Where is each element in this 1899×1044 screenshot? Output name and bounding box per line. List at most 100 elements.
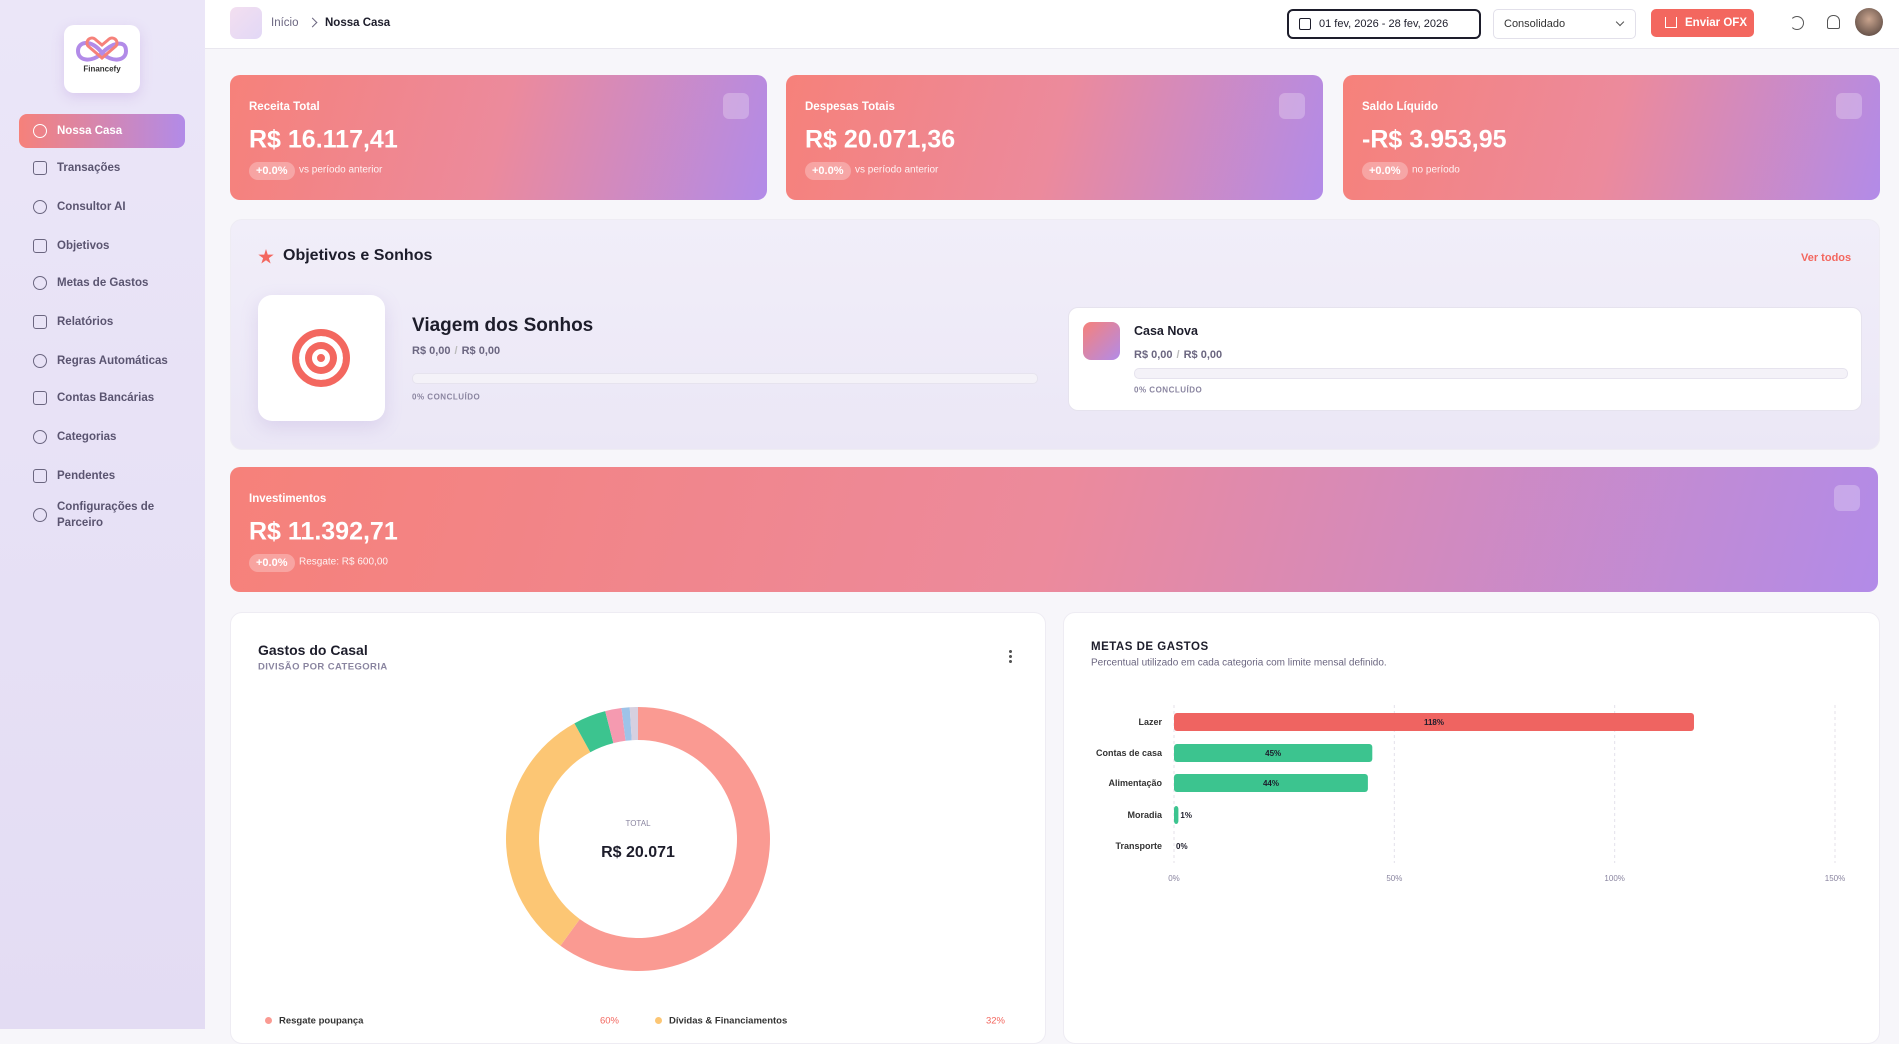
upload-icon	[1665, 17, 1677, 28]
stat-card: Receita Total R$ 16.117,41 +0.0% vs período…	[230, 75, 767, 200]
goal-target: R$ 0,00	[461, 345, 501, 357]
investments-note: Resgate: R$ 600,00	[299, 556, 388, 568]
legend-dot	[655, 1017, 662, 1024]
chart-menu[interactable]	[1009, 649, 1012, 663]
donut-segment	[621, 707, 632, 741]
investments-card: Investimentos R$ 11.392,71 +0.0% Resgate: R…	[230, 467, 1878, 592]
upload-label: Enviar OFX	[1685, 17, 1747, 29]
stat-card: Saldo Líquido -R$ 3.953,95 +0.0% no período	[1343, 75, 1880, 200]
legend-dot	[265, 1017, 272, 1024]
goal-name: Casa Nova	[1134, 324, 1198, 338]
house-icon	[1083, 322, 1120, 360]
nav-icon	[33, 239, 47, 253]
notifications[interactable]	[1827, 15, 1840, 29]
chart-panel: Gastos do Casal DIVISÃO POR CATEGORIA TOTA…	[230, 612, 1046, 1044]
nav-icon	[33, 430, 47, 444]
logo-text: Financefy	[83, 64, 121, 74]
stat-note: vs período anterior	[299, 164, 383, 176]
goal-separator: /	[454, 345, 458, 357]
nav-icon	[33, 469, 47, 483]
nav-item[interactable]: Pendentes	[57, 470, 116, 482]
calendar-icon	[1299, 18, 1311, 30]
stat-change: +0.0%	[805, 162, 851, 180]
y-tick-label: Transporte	[1115, 841, 1162, 851]
donut-segment	[560, 707, 770, 971]
investments-label: Investimentos	[249, 493, 327, 505]
theme-toggle[interactable]	[1790, 16, 1804, 30]
top-bar: Início Nossa Casa 01 fev, 2026 - 28 fev, 2…	[205, 0, 1899, 49]
donut-center-label: TOTAL	[625, 819, 651, 828]
nav-item[interactable]: Relatórios	[57, 316, 114, 328]
investments-change: +0.0%	[249, 554, 295, 572]
sidebar: Financefy Nossa Casa Transações Consultor …	[0, 0, 205, 1029]
bar	[1174, 713, 1694, 731]
date-range: 01 fev, 2026 - 28 fev, 2026	[1319, 18, 1449, 30]
goal-icon	[258, 295, 385, 421]
y-tick-label: Contas de casa	[1096, 748, 1163, 758]
chart-subtitle: DIVISÃO POR CATEGORIA	[258, 661, 388, 673]
goal-card: Casa Nova R$ 0,00/R$ 0,00 0% CONCLUÍDO	[1068, 307, 1862, 411]
y-tick-label: Lazer	[1138, 717, 1162, 727]
stat-change: +0.0%	[249, 162, 295, 180]
breadcrumb-chevron	[307, 17, 318, 28]
donut-chart: TOTAL R$ 20.071	[505, 707, 770, 971]
legend-value: 60%	[599, 1015, 619, 1027]
x-tick-label: 0%	[1168, 874, 1180, 883]
donut-segment	[629, 707, 638, 741]
nav-icon	[33, 391, 47, 405]
bar-value-label: 45%	[1265, 749, 1281, 758]
upload-button[interactable]: Enviar OFX	[1651, 9, 1754, 37]
avatar[interactable]	[1855, 8, 1883, 36]
stat-icon	[723, 93, 749, 119]
investments-icon	[1834, 485, 1860, 511]
goal-amounts: R$ 0,00/R$ 0,00	[1134, 349, 1222, 361]
x-tick-label: 150%	[1825, 874, 1845, 883]
target-icon	[292, 329, 350, 387]
goal-separator: /	[1176, 349, 1180, 361]
stat-value: R$ 20.071,36	[805, 125, 956, 154]
legend-label: Dívidas & Financiamentos	[669, 1015, 788, 1027]
bar-chart: 0% 50% 100% 150% Lazer 118% Contas de casa 45% A…	[1096, 705, 1845, 883]
donut-center-value: R$ 20.071	[601, 844, 675, 861]
nav-item[interactable]: Contas Bancárias	[57, 392, 155, 404]
nav-icon	[33, 354, 47, 368]
legend-label: Resgate poupança	[279, 1015, 364, 1027]
view-all-link[interactable]: Ver todos	[1801, 252, 1852, 264]
nav-item[interactable]: Objetivos	[57, 240, 110, 252]
stat-icon	[1279, 93, 1305, 119]
breadcrumb-link[interactable]: Início	[271, 17, 299, 29]
scope-select[interactable]: Consolidado	[1493, 9, 1636, 39]
bar	[1174, 806, 1179, 824]
chart-title: METAS DE GASTOS	[1091, 641, 1209, 653]
y-tick-label: Alimentação	[1108, 778, 1162, 788]
stat-label: Despesas Totais	[805, 101, 895, 113]
bar-value-label: 118%	[1424, 718, 1444, 727]
stat-label: Saldo Líquido	[1362, 101, 1439, 113]
nav-icon	[33, 315, 47, 329]
select-chevron	[1615, 17, 1625, 27]
stat-value: R$ 16.117,41	[249, 125, 398, 154]
goal-progress-track	[1134, 368, 1848, 379]
goal-current: R$ 0,00	[1134, 349, 1173, 361]
bar-value-label: 44%	[1263, 779, 1279, 788]
chart-subtitle: Percentual utilizado em cada categoria c…	[1091, 657, 1387, 669]
date-range-picker[interactable]: 01 fev, 2026 - 28 fev, 2026	[1287, 9, 1481, 39]
donut-segment	[605, 708, 626, 744]
x-tick-label: 50%	[1386, 874, 1402, 883]
legend-value: 32%	[985, 1015, 1005, 1027]
nav-item[interactable]: Transações	[57, 162, 121, 174]
chart-panel: METAS DE GASTOS Percentual utilizado em c…	[1063, 612, 1880, 1044]
logo-box: Financefy	[64, 25, 140, 93]
goal-target: R$ 0,00	[1183, 349, 1223, 361]
nav-item[interactable]: Categorias	[57, 431, 117, 443]
nav-item[interactable]: Metas de Gastos	[57, 277, 149, 289]
stat-change: +0.0%	[1362, 162, 1408, 180]
nav-icon	[33, 124, 47, 138]
nav-item[interactable]: Consultor AI	[57, 201, 126, 213]
nav-item[interactable]: Regras Automáticas	[57, 355, 168, 367]
y-tick-label: Moradia	[1127, 810, 1163, 820]
goal-progress-track	[412, 373, 1038, 384]
nav-item[interactable]: Nossa Casa	[57, 125, 123, 137]
nav-item[interactable]: Configurações de Parceiro	[57, 501, 155, 529]
